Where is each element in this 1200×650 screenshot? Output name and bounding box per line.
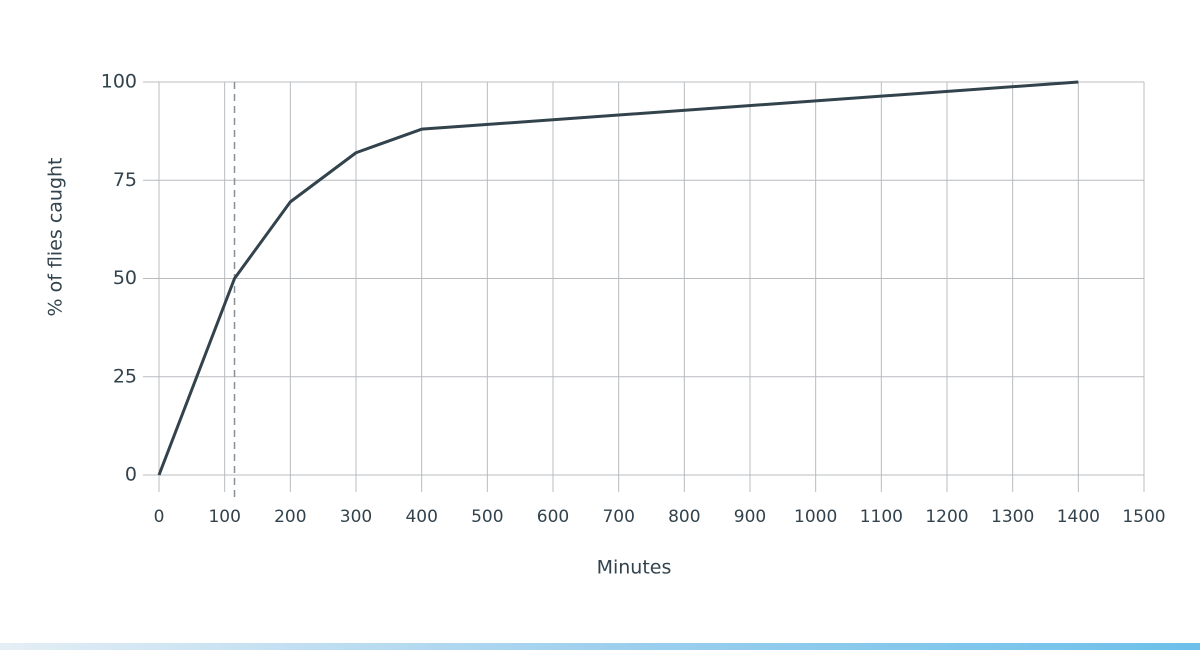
x-tick-label: 700	[602, 507, 634, 527]
x-tick-label: 1200	[925, 507, 968, 527]
x-tick-label: 100	[208, 507, 240, 527]
x-tick-label: 1100	[860, 507, 903, 527]
x-tick-label: 900	[734, 507, 766, 527]
y-tick-label: 50	[113, 267, 137, 289]
data-line	[157, 80, 1079, 476]
x-tick-label: 800	[668, 507, 700, 527]
x-tick-label: 600	[537, 507, 569, 527]
y-tick-label: 0	[125, 464, 137, 486]
x-tick-label: 1300	[991, 507, 1034, 527]
x-axis-label: Minutes	[597, 557, 672, 579]
x-tick-label: 500	[471, 507, 503, 527]
x-tick-label: 300	[340, 507, 372, 527]
x-tick-label: 200	[274, 507, 306, 527]
x-tick-label: 1400	[1057, 507, 1100, 527]
x-tick-label: 1000	[794, 507, 837, 527]
footer-band	[0, 643, 1200, 650]
x-tick-label: 400	[405, 507, 437, 527]
y-tick-label: 100	[101, 71, 137, 93]
y-axis-label: % of flies caught	[45, 157, 67, 316]
x-tick-label: 0	[154, 507, 165, 527]
y-tick-label: 25	[113, 365, 137, 387]
y-tick-label: 75	[113, 169, 137, 191]
x-tick-label: 1500	[1122, 507, 1165, 527]
